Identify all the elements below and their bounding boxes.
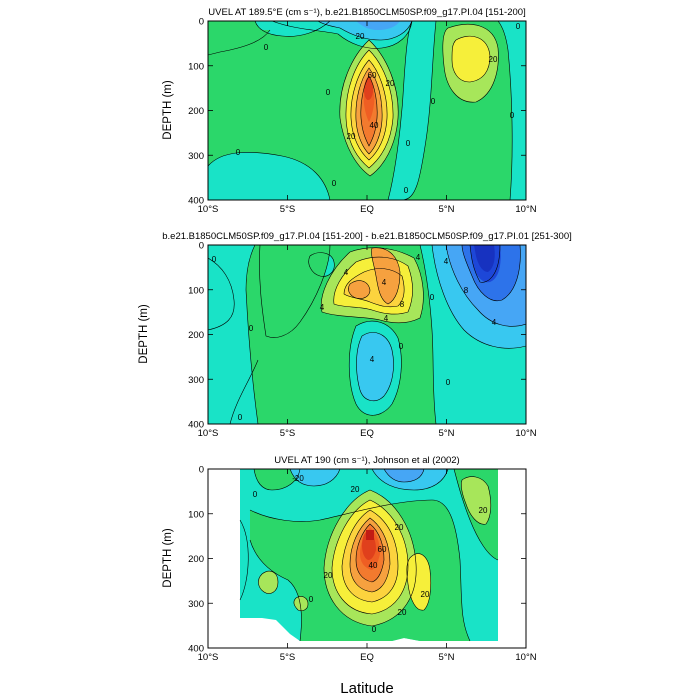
x-tick-label: EQ (360, 652, 374, 663)
panel-2-contour-label: 4 (384, 314, 389, 323)
panel-2-contour-label: 4 (492, 318, 497, 327)
y-tick-label: 400 (188, 420, 204, 431)
x-tick-label: EQ (360, 428, 374, 439)
panel-3-contour-label: 40 (369, 561, 378, 570)
panel-1-contour-label: 20 (489, 55, 498, 64)
panel-2-contour-label: 0 (249, 324, 254, 333)
panel-2-contour-label: 0 (212, 255, 217, 264)
x-tick-label: 5°S (280, 204, 295, 215)
panel-3-title: UVEL AT 190 (cm s⁻¹), Johnson et al (200… (274, 455, 459, 466)
panel-3-contour-label: 0 (253, 490, 258, 499)
panel-3-contour-label: 20 (324, 571, 333, 580)
panel-1-contour-label: 0 (510, 111, 515, 120)
panel-2: b.e21.B1850CLM50SP.f09_g17.PI.04 [151-20… (162, 231, 572, 439)
panel-3-field (239, 469, 499, 642)
y-tick-label: 300 (188, 599, 204, 610)
x-axis-label: Latitude (340, 680, 393, 697)
panel-1-contour-label: 20 (356, 32, 365, 41)
panel-2-contour-label: 8 (464, 286, 469, 295)
panel-3-contour-label: 20 (421, 590, 430, 599)
panel-2-contour-label: 4 (382, 278, 387, 287)
panel-2-contour-labels: 4 4 8 4 4 0 0 0 0 0 4 4 8 4 4 0 (212, 253, 497, 422)
x-tick-label: 10°N (515, 428, 536, 439)
panel-1-field (208, 21, 526, 200)
panel-2-contour-label: 4 (320, 303, 325, 312)
panel-2-field (208, 245, 526, 424)
x-tick-label: 10°S (198, 652, 219, 663)
panel-2-contour-label: 0 (399, 342, 404, 351)
y-tick-label: 200 (188, 554, 204, 565)
panel-3-contour-label: 60 (378, 545, 387, 554)
panel-2-contour-label: 0 (430, 293, 435, 302)
panel-1-contour-label: 60 (368, 71, 377, 80)
panel-3-contour-label: 20 (395, 523, 404, 532)
panel-3-contour-label: 20 (351, 485, 360, 494)
panel-1-y-axis-label: DEPTH (m) (162, 80, 174, 140)
panel-2-contour-label: 4 (416, 253, 421, 262)
panel-3-contour-label: 0 (372, 625, 377, 634)
panel-3-contour-label: 20 (479, 506, 488, 515)
x-tick-label: 10°N (515, 204, 536, 215)
panel-3-contour-label: -20 (292, 474, 304, 483)
panel-2-contour-label: 0 (446, 378, 451, 387)
x-tick-label: 5°N (439, 204, 455, 215)
y-tick-label: 0 (199, 241, 204, 252)
panel-2-contour-label: 8 (400, 300, 405, 309)
panel-1-contour-label: 20 (347, 132, 356, 141)
y-tick-label: 300 (188, 375, 204, 386)
y-tick-label: 100 (188, 509, 204, 520)
y-tick-label: 200 (188, 330, 204, 341)
panel-1-contour-label: 0 (332, 179, 337, 188)
x-tick-label: EQ (360, 204, 374, 215)
panel-3-y-axis-label: DEPTH (m) (162, 528, 174, 588)
x-tick-label: 5°N (439, 428, 455, 439)
panel-1-title: UVEL AT 189.5°E (cm s⁻¹), b.e21.B1850CLM… (208, 7, 525, 18)
panel-2-contour-label: 4 (344, 268, 349, 277)
panel-1-contour-labels: 20 0 0 60 20 20 40 0 0 0 0 0 0 20 0 (236, 22, 521, 195)
x-tick-label: 5°N (439, 652, 455, 663)
panel-3-contour-labels: -20 20 0 20 60 20 40 20 20 0 20 0 (253, 474, 488, 634)
panel-1-contour-label: 40 (370, 121, 379, 130)
panel-1-contour-label: 0 (406, 139, 411, 148)
panel-2-contour-label: 4 (444, 257, 449, 266)
x-tick-label: 5°S (280, 428, 295, 439)
x-tick-label: 5°S (280, 652, 295, 663)
y-tick-label: 100 (188, 285, 204, 296)
panel-2-contour-label: 0 (238, 413, 243, 422)
panel-3-contour-label: 0 (309, 595, 314, 604)
panel-1-contour-label: 0 (516, 22, 521, 31)
y-tick-label: 0 (199, 465, 204, 476)
panel-2-y-axis-label: DEPTH (m) (138, 304, 150, 364)
panel-2-contour-label: 4 (370, 355, 375, 364)
panel-3: UVEL AT 190 (cm s⁻¹), Johnson et al (200… (188, 455, 537, 663)
panel-1-contour-label: 0 (431, 97, 436, 106)
y-tick-label: 0 (199, 17, 204, 28)
x-tick-label: 10°N (515, 652, 536, 663)
y-tick-label: 100 (188, 61, 204, 72)
panel-2-title: b.e21.B1850CLM50SP.f09_g17.PI.04 [151-20… (162, 231, 572, 242)
panel-1-contour-label: 0 (236, 148, 241, 157)
y-tick-label: 200 (188, 106, 204, 117)
panel-1-contour-label: 0 (326, 88, 331, 97)
y-tick-label: 400 (188, 196, 204, 207)
panel-1-contour-label: 20 (386, 79, 395, 88)
panel-3-contour-label: 20 (398, 608, 407, 617)
y-tick-label: 300 (188, 151, 204, 162)
panel-1-contour-label: 0 (404, 186, 409, 195)
panel-1: UVEL AT 189.5°E (cm s⁻¹), b.e21.B1850CLM… (188, 7, 537, 215)
y-tick-label: 400 (188, 644, 204, 655)
panel-1-contour-label: 0 (264, 43, 269, 52)
x-tick-label: 10°S (198, 428, 219, 439)
x-tick-label: 10°S (198, 204, 219, 215)
